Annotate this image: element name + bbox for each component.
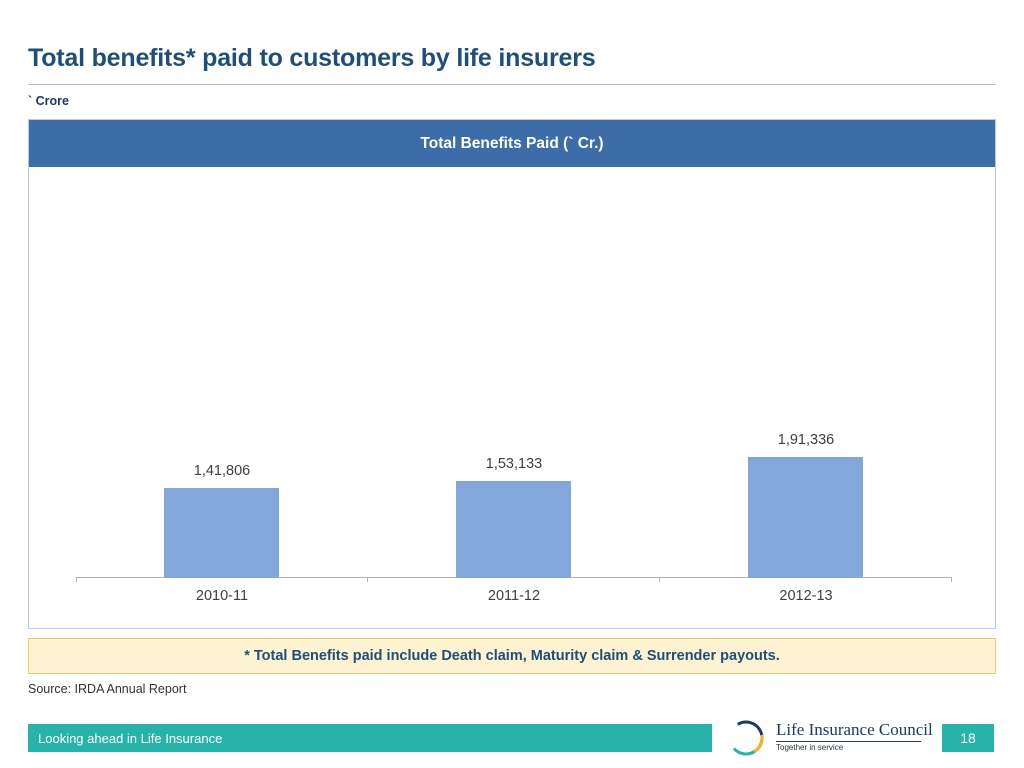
footnote: * Total Benefits paid include Death clai… xyxy=(28,638,996,674)
category-label-2011-12: 2011-12 xyxy=(487,588,541,604)
x-axis-tick xyxy=(951,577,952,582)
logo-divider xyxy=(776,741,921,742)
footer-label: Looking ahead in Life Insurance xyxy=(38,730,223,746)
x-axis-tick xyxy=(76,577,77,582)
bar-value-2012-13: 1,91,336 xyxy=(777,432,835,448)
x-axis-tick xyxy=(659,577,660,582)
logo-name: Life Insurance Council xyxy=(776,720,933,739)
page-title: Total benefits* paid to customers by lif… xyxy=(28,44,596,72)
footer-banner: Looking ahead in Life Insurance xyxy=(28,724,712,752)
logo-tagline: Together in service xyxy=(776,743,844,752)
bar-value-2011-12: 1,53,133 xyxy=(485,456,543,472)
source-note: Source: IRDA Annual Report xyxy=(28,682,187,696)
bar-2011-12[interactable] xyxy=(456,481,571,578)
life-insurance-council-logo-icon xyxy=(726,718,766,758)
bar-2010-11[interactable] xyxy=(164,488,279,578)
bar-value-2010-11: 1,41,806 xyxy=(193,463,251,479)
category-label-2012-13: 2012-13 xyxy=(779,588,833,604)
unit-label: ` Crore xyxy=(28,94,69,108)
page-number-badge: 18 xyxy=(942,724,994,752)
logo: Life Insurance Council Together in servi… xyxy=(726,714,933,760)
category-label-2010-11: 2010-11 xyxy=(195,588,249,604)
x-axis-tick xyxy=(367,577,368,582)
title-divider xyxy=(28,84,996,85)
chart-container: Total Benefits Paid (` Cr.) 1,41,806 201… xyxy=(28,119,996,629)
chart-title: Total Benefits Paid (` Cr.) xyxy=(29,120,995,167)
chart-plot-area: 1,41,806 2010-11 1,53,133 2011-12 1,91,3… xyxy=(29,167,995,628)
bar-2012-13[interactable] xyxy=(748,457,863,578)
